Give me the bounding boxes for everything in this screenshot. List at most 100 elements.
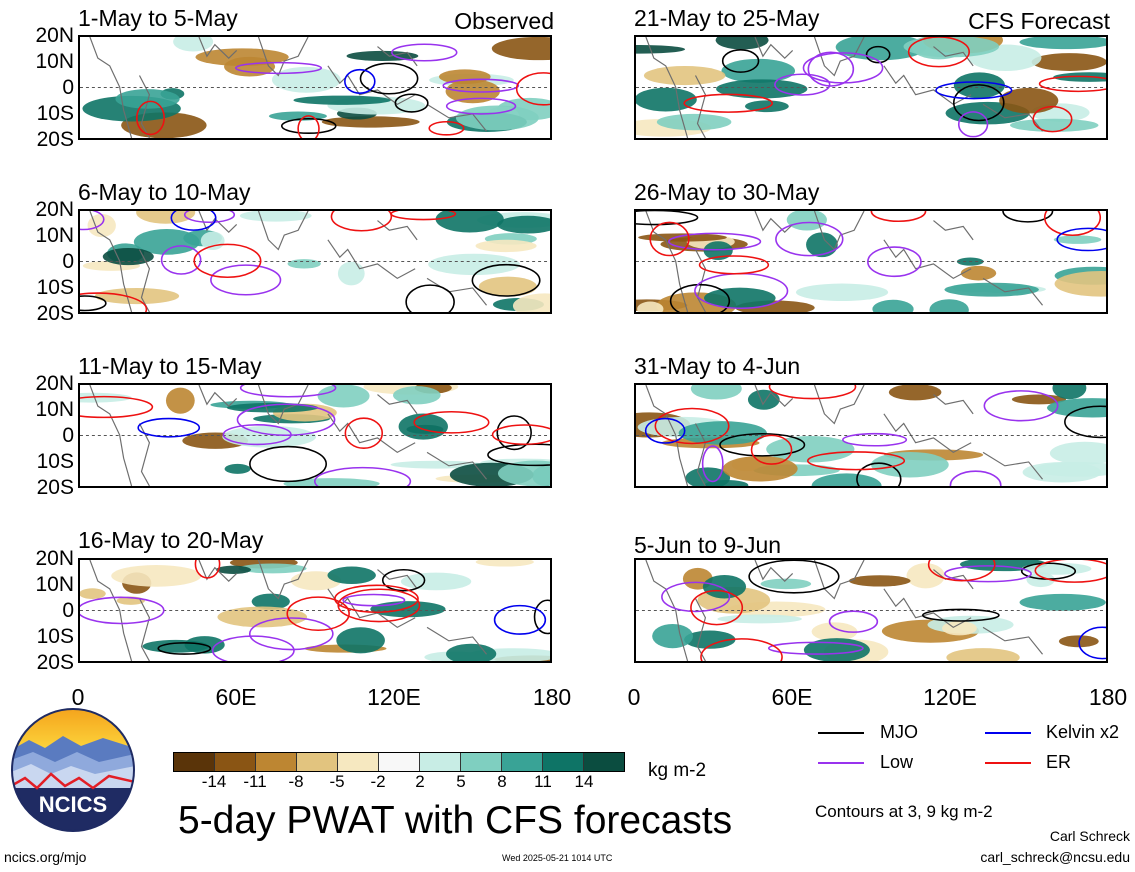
coastline xyxy=(754,385,794,407)
dry-anomaly-shade xyxy=(321,116,420,128)
legend-line-kelvin xyxy=(985,732,1031,734)
low-contour xyxy=(802,52,884,84)
colorbar-segment xyxy=(461,753,502,771)
lon-tick-label: 180 xyxy=(532,684,572,710)
lon-tick-label: 120E xyxy=(923,684,977,710)
low-contour xyxy=(949,470,1002,486)
legend-label-er: ER xyxy=(1046,752,1072,772)
coastline xyxy=(198,385,238,407)
colorbar-segment xyxy=(256,753,297,771)
coastline xyxy=(377,569,418,590)
moist-anomaly-shade xyxy=(317,385,370,408)
dry-anomaly-shade xyxy=(475,239,537,253)
moist-anomaly-shade xyxy=(690,385,742,400)
colorbar-tick-label: -2 xyxy=(370,772,386,791)
dry-anomaly-shade xyxy=(960,265,997,281)
kelvin-contour xyxy=(644,417,686,444)
moist-anomaly-shade xyxy=(455,105,539,131)
low-contour xyxy=(445,97,517,115)
mjo-contour xyxy=(280,117,337,134)
dry-anomaly-shade xyxy=(637,301,664,312)
low-contour xyxy=(957,111,989,138)
mjo-contour xyxy=(496,415,532,451)
er-contour xyxy=(698,255,770,275)
er-contour xyxy=(768,385,857,400)
moist-anomaly-shade xyxy=(678,421,767,445)
coastline xyxy=(89,385,133,486)
moist-anomaly-shade xyxy=(1053,235,1102,244)
coastline xyxy=(754,37,794,59)
er-contour xyxy=(491,424,550,446)
coastline xyxy=(257,37,309,77)
moist-anomaly-shade xyxy=(393,386,441,405)
dry-anomaly-shade xyxy=(87,213,116,238)
map-panel xyxy=(634,383,1108,488)
kelvin-contour xyxy=(344,68,376,94)
colorbar-tick-label: -11 xyxy=(243,772,267,791)
lat-tick-label: 10S xyxy=(36,625,74,648)
kelvin-contour xyxy=(137,417,201,438)
lat-tick-label: 0 xyxy=(62,76,74,99)
er-contour xyxy=(428,120,465,136)
colorbar-segment xyxy=(543,753,584,771)
low-contour xyxy=(867,246,922,278)
coastline xyxy=(694,75,707,138)
coastline xyxy=(754,211,794,233)
er-contour xyxy=(907,37,970,68)
lat-tick-label: 10N xyxy=(35,573,74,596)
colorbar-segment xyxy=(338,753,379,771)
dry-anomaly-shade xyxy=(475,560,534,567)
mjo-contour xyxy=(381,568,426,592)
coastline xyxy=(645,560,689,661)
moist-anomaly-shade xyxy=(497,460,550,486)
panel-title: 26-May to 30-May xyxy=(634,179,820,205)
coastline xyxy=(257,560,309,600)
coastline xyxy=(257,211,309,251)
low-contour xyxy=(80,211,105,231)
dry-anomaly-shade xyxy=(1031,53,1106,71)
moist-anomaly-shade xyxy=(200,231,225,251)
moist-anomaly-shade xyxy=(1022,462,1102,483)
pwat-map-svg xyxy=(636,37,1106,138)
moist-anomaly-shade xyxy=(806,232,838,258)
moist-anomaly-shade xyxy=(656,113,732,131)
coastline xyxy=(645,37,689,138)
lat-tick-label: 20S xyxy=(36,476,74,499)
moist-anomaly-shade xyxy=(929,299,969,312)
panel-source-tag: CFS Forecast xyxy=(968,8,1110,34)
moist-anomaly-shade xyxy=(704,287,776,309)
colorbar-tick-label: -5 xyxy=(329,772,345,791)
moist-anomaly-shade xyxy=(173,37,214,52)
moist-anomaly-shade xyxy=(684,630,736,649)
colorbar-segment xyxy=(174,753,215,771)
coastline xyxy=(813,560,865,600)
moist-anomaly-shade xyxy=(1026,572,1055,588)
kelvin-contour xyxy=(1078,626,1106,660)
map-panel xyxy=(634,35,1108,140)
contour-note: Contours at 3, 9 kg m-2 xyxy=(815,802,993,821)
mjo-contour xyxy=(80,295,107,312)
low-contour xyxy=(661,581,731,613)
colorbar-tick-label: 2 xyxy=(415,772,425,791)
low-contour xyxy=(944,565,1032,583)
moist-anomaly-shade xyxy=(652,623,694,649)
dry-anomaly-shade xyxy=(811,622,858,641)
legend-line-er xyxy=(985,762,1031,764)
er-contour xyxy=(80,395,154,419)
low-contour xyxy=(828,610,879,633)
moist-anomaly-shade xyxy=(871,451,949,478)
er-contour xyxy=(1043,211,1102,237)
coastline xyxy=(327,588,416,629)
low-contour xyxy=(767,641,864,655)
lat-tick-label: 20S xyxy=(36,651,74,674)
moist-anomaly-shade xyxy=(398,413,448,440)
low-contour xyxy=(211,635,295,661)
panel-title: 16-May to 20-May xyxy=(78,527,264,553)
mjo-contour xyxy=(1002,211,1054,223)
dry-anomaly-shade xyxy=(906,563,945,589)
moist-anomaly-shade xyxy=(760,578,812,590)
colorbar-segment xyxy=(215,753,256,771)
moist-anomaly-shade xyxy=(636,44,686,54)
er-contour xyxy=(649,221,690,257)
map-panel xyxy=(78,558,552,663)
